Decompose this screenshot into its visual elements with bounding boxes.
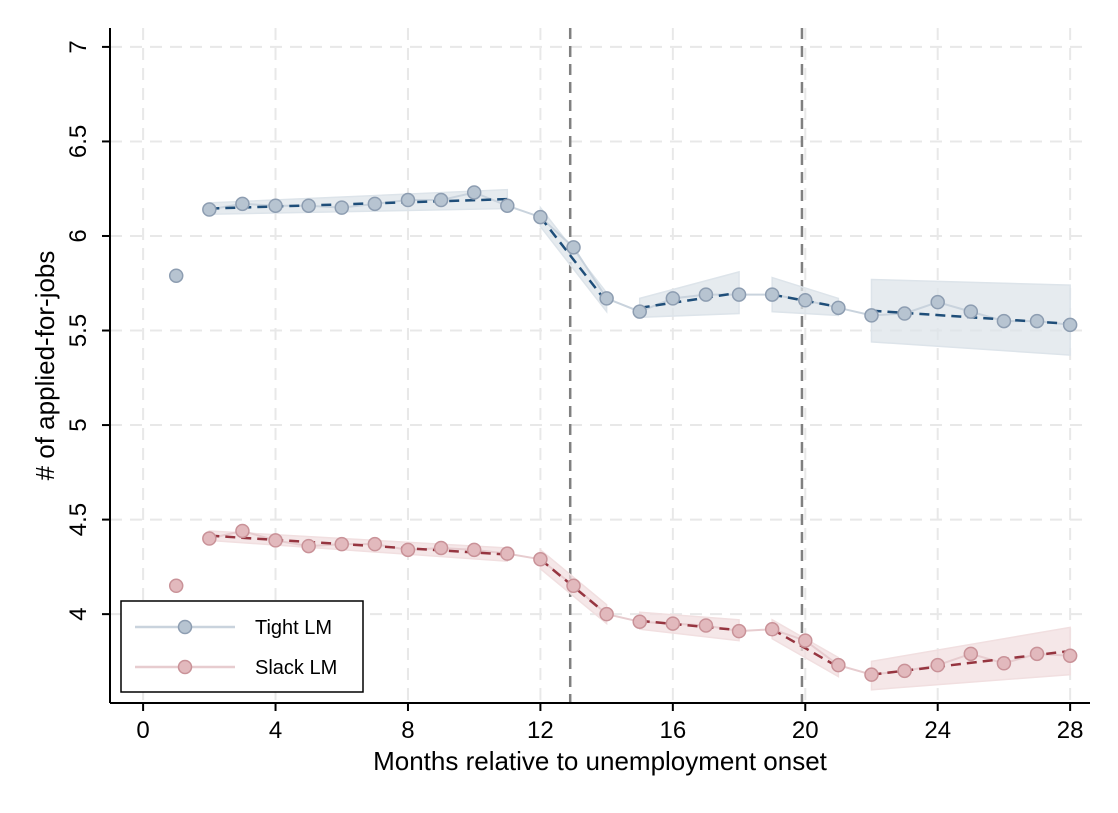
x-tick-label: 16	[659, 717, 686, 744]
tight-fitted-line	[209, 197, 508, 210]
tight-data-point	[930, 294, 945, 310]
slack-data-point	[367, 536, 383, 552]
tight-data-point	[235, 196, 250, 212]
y-tick-label: 6.5	[65, 125, 92, 158]
slack-data-point	[466, 542, 482, 558]
slack-data-point	[433, 540, 449, 556]
tight-legend-marker	[177, 619, 193, 635]
tight-data-point	[798, 293, 813, 308]
tight-data-point	[301, 198, 316, 213]
slack-data-point	[301, 538, 316, 554]
slack-data-point	[698, 618, 714, 633]
x-tick-label: 12	[527, 717, 554, 744]
tight-data-point	[433, 192, 449, 208]
tight-data-point	[764, 287, 780, 302]
slack-fitted-line	[539, 558, 608, 616]
tight-data-point	[731, 287, 747, 302]
slack-data-point	[268, 533, 283, 548]
x-axis-title: Months relative to unemployment onset	[373, 746, 828, 776]
slack-data-point	[500, 546, 515, 561]
tight-data-point	[1029, 313, 1045, 329]
x-tick-label: 24	[924, 717, 951, 744]
tight-data-point	[500, 198, 515, 213]
slack-data-point	[168, 578, 184, 594]
x-tick-label: 4	[269, 717, 282, 744]
y-axis-title: # of applied-for-jobs	[30, 251, 60, 481]
tight-data-point	[996, 313, 1012, 329]
tight-data-point	[334, 200, 350, 215]
tight-data-point	[400, 192, 416, 208]
slack-data-point	[731, 623, 747, 639]
slack-data-point	[235, 523, 250, 539]
slack-legend-label: Slack LM	[255, 657, 337, 679]
axes: 0 4 8 12 16 20 24 28 4 4.5 5 5.5 6 6.5 7	[65, 28, 1090, 744]
slack-data-point	[400, 542, 416, 558]
y-tick-label: 5	[65, 418, 92, 431]
slack-fitted-line	[771, 628, 839, 669]
y-tick-label: 4.5	[65, 503, 92, 536]
legend-box	[120, 600, 364, 693]
slack-data-point	[930, 657, 945, 673]
tight-legend-label: Tight LM	[255, 617, 332, 639]
slack-data-point	[334, 536, 350, 552]
slack-data-point	[202, 531, 217, 546]
tight-data-point	[698, 287, 714, 302]
tight-data-point	[367, 196, 383, 212]
slack-data-point	[764, 622, 780, 637]
tight-data-point	[963, 304, 979, 319]
tight-data-point	[202, 202, 217, 217]
tight-data-point	[632, 304, 647, 319]
slack-data-point	[632, 614, 647, 629]
tight-data-point	[566, 240, 581, 255]
y-tick-label: 7	[65, 40, 92, 53]
tight-data-point	[665, 291, 681, 306]
tight-confidence-band	[208, 188, 509, 216]
slack-data-point	[996, 656, 1012, 671]
tight-data-point	[831, 300, 846, 316]
slack-data-point	[864, 667, 879, 682]
x-tick-label: 0	[136, 717, 149, 744]
slack-data-point	[599, 606, 614, 622]
y-tick-label: 5.5	[65, 314, 92, 347]
y-tick-label: 6	[65, 229, 92, 242]
slack-data-point	[566, 578, 581, 594]
tight-fitted-line	[639, 291, 740, 310]
slack-data-point	[963, 646, 979, 662]
slack-data-point	[533, 552, 548, 567]
x-tick-label: 20	[792, 717, 819, 744]
tight-data-point	[1062, 317, 1078, 333]
slack-fitted-line	[209, 534, 508, 556]
slack-legend-marker	[177, 659, 193, 675]
tight-data-point	[897, 306, 912, 321]
reference-lines	[568, 28, 804, 703]
tight-data-point	[599, 291, 614, 306]
slack-data-point	[665, 616, 681, 631]
tight-data-point	[533, 209, 548, 225]
tight-fitted-line	[539, 216, 608, 303]
slack-data-point	[1029, 646, 1045, 662]
x-tick-label: 8	[401, 717, 414, 744]
tight-data-point	[466, 185, 482, 200]
slack-data-point	[1062, 648, 1078, 663]
slack-data-point	[798, 633, 813, 648]
slack-fitted-line	[639, 619, 740, 632]
tight-data-point	[864, 308, 879, 323]
tight-data-point	[168, 268, 184, 283]
x-tick-label: 28	[1057, 717, 1084, 744]
slack-data-point	[831, 657, 846, 673]
y-tick-label: 4	[65, 607, 92, 620]
tight-data-point	[268, 198, 283, 213]
slack-data-point	[897, 663, 912, 679]
legend: Tight LM Slack LM	[120, 600, 364, 693]
data-markers	[168, 185, 1078, 682]
